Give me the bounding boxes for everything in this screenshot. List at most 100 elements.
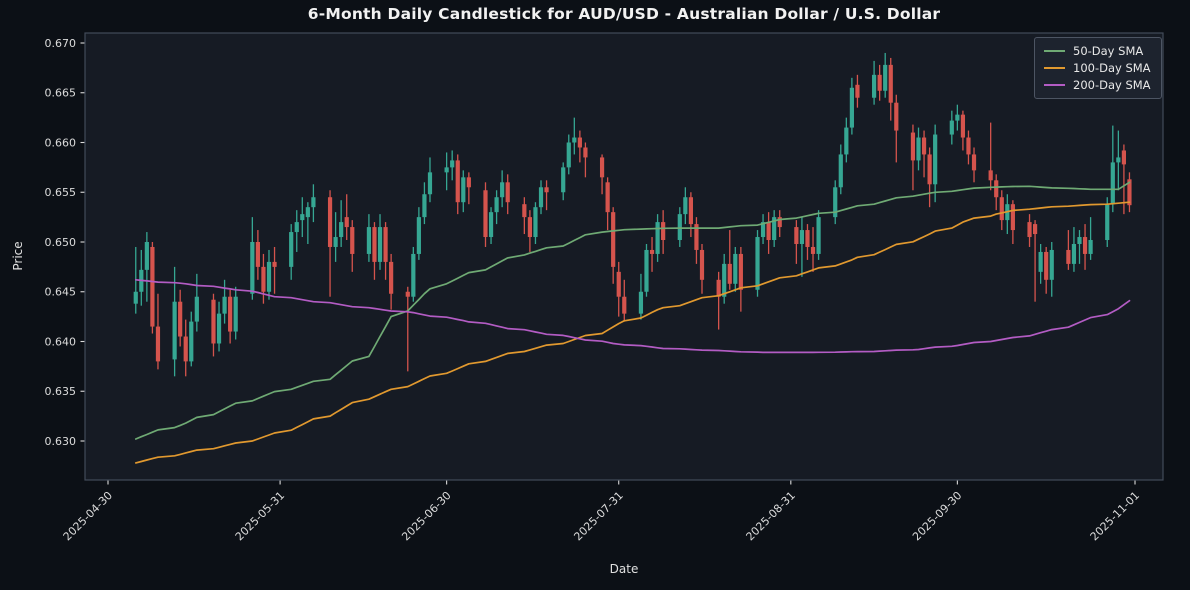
candle-body [733, 253, 738, 284]
candle-body [1121, 150, 1127, 165]
candle-body [189, 321, 194, 362]
candle-body [422, 194, 427, 218]
chart-title: 6-Month Daily Candlestick for AUD/USD - … [307, 5, 941, 23]
candle-body [622, 296, 627, 314]
candle-body [772, 217, 777, 241]
candle-body [1049, 249, 1054, 280]
candle-body [777, 217, 782, 228]
candle-body [389, 261, 394, 294]
candle-body [150, 246, 155, 327]
candle-body [1082, 237, 1088, 254]
candle-body [339, 222, 344, 238]
y-tick-label: 0.630 [45, 435, 77, 448]
x-tick-label: 2025-11-01 [1088, 489, 1142, 543]
candle-body [1038, 251, 1043, 272]
candle-body [644, 249, 649, 292]
candle-body [305, 207, 310, 218]
candle-body [366, 227, 372, 254]
candle-body [250, 242, 255, 294]
candle-body [966, 137, 971, 155]
candle-body [655, 222, 660, 254]
candle-body [933, 134, 938, 185]
y-tick-label: 0.670 [45, 37, 77, 50]
candle-body [372, 227, 377, 262]
plot-background [85, 33, 1163, 480]
candle-body [527, 217, 533, 238]
candle-body [760, 222, 766, 238]
candle-body [583, 147, 588, 158]
candle-body [327, 197, 333, 247]
legend-label-sma200: 200-Day SMA [1073, 78, 1151, 92]
sma-line-50-day-sma [134, 181, 1131, 440]
candle-body [661, 222, 666, 241]
candle-body [577, 137, 582, 148]
candle-body [616, 271, 621, 297]
y-axis-title: Price [11, 241, 25, 271]
candle-body [838, 154, 843, 188]
candle-body [455, 160, 460, 203]
candle-body [538, 187, 544, 208]
legend-label-sma100: 100-Day SMA [1073, 61, 1151, 75]
candle-body [910, 132, 916, 161]
plot-border [84, 32, 1164, 481]
candle-body [605, 182, 610, 213]
candle-body [877, 74, 882, 91]
candle-body [261, 266, 266, 292]
candle-body [572, 137, 577, 143]
candle-body [266, 261, 272, 292]
candle-body [955, 114, 960, 121]
candle-body [683, 197, 688, 215]
candle-body [272, 261, 277, 267]
candle-body [677, 214, 682, 241]
x-tick-label: 2025-06-30 [399, 489, 453, 543]
candle-body [1110, 162, 1115, 205]
candle-body [833, 187, 838, 218]
candle-body [1032, 224, 1038, 235]
candle-body [894, 102, 899, 131]
x-axis-title: Date [609, 562, 639, 576]
candle-body [344, 217, 349, 228]
candle-body [722, 263, 727, 297]
sma50-line-swatch [1044, 49, 1065, 53]
legend-label-sma50: 50-Day SMA [1073, 44, 1144, 58]
candle-body [494, 197, 499, 213]
candle-body [1077, 237, 1082, 244]
candle-body [450, 160, 455, 168]
candle-body [716, 279, 721, 297]
candle-body [1027, 222, 1032, 238]
x-tick-label: 2025-09-30 [910, 489, 964, 543]
candle-body [427, 172, 433, 195]
candle-body [688, 197, 693, 225]
candle-body [405, 291, 410, 297]
candle-body [960, 114, 966, 138]
candle-body [233, 296, 238, 332]
candle-body [383, 227, 388, 262]
y-tick-label: 0.650 [45, 236, 77, 249]
candle-body [916, 137, 921, 161]
candle-body [133, 291, 138, 304]
candle-body [927, 154, 932, 185]
candle-body [810, 246, 816, 254]
candle-body [505, 182, 510, 203]
candle-body [794, 227, 799, 244]
legend-item-sma100: 100-Day SMA [1044, 61, 1151, 75]
candle-body [522, 204, 527, 218]
candle-body [755, 237, 760, 290]
y-tick-label: 0.655 [45, 186, 77, 199]
candle-body [561, 167, 566, 193]
candle-body [183, 336, 188, 362]
candle-body [694, 224, 699, 250]
candle-body [411, 253, 416, 297]
x-tick-label: 2025-07-31 [571, 489, 625, 543]
y-tick-label: 0.660 [45, 136, 77, 149]
candle-body [461, 177, 466, 203]
candle-body [1066, 249, 1071, 264]
candle-body [544, 187, 549, 193]
candle-body [172, 301, 177, 360]
candle-body [466, 177, 471, 188]
candle-body [949, 120, 954, 135]
candle-body [294, 222, 299, 233]
candle-body [971, 154, 977, 171]
